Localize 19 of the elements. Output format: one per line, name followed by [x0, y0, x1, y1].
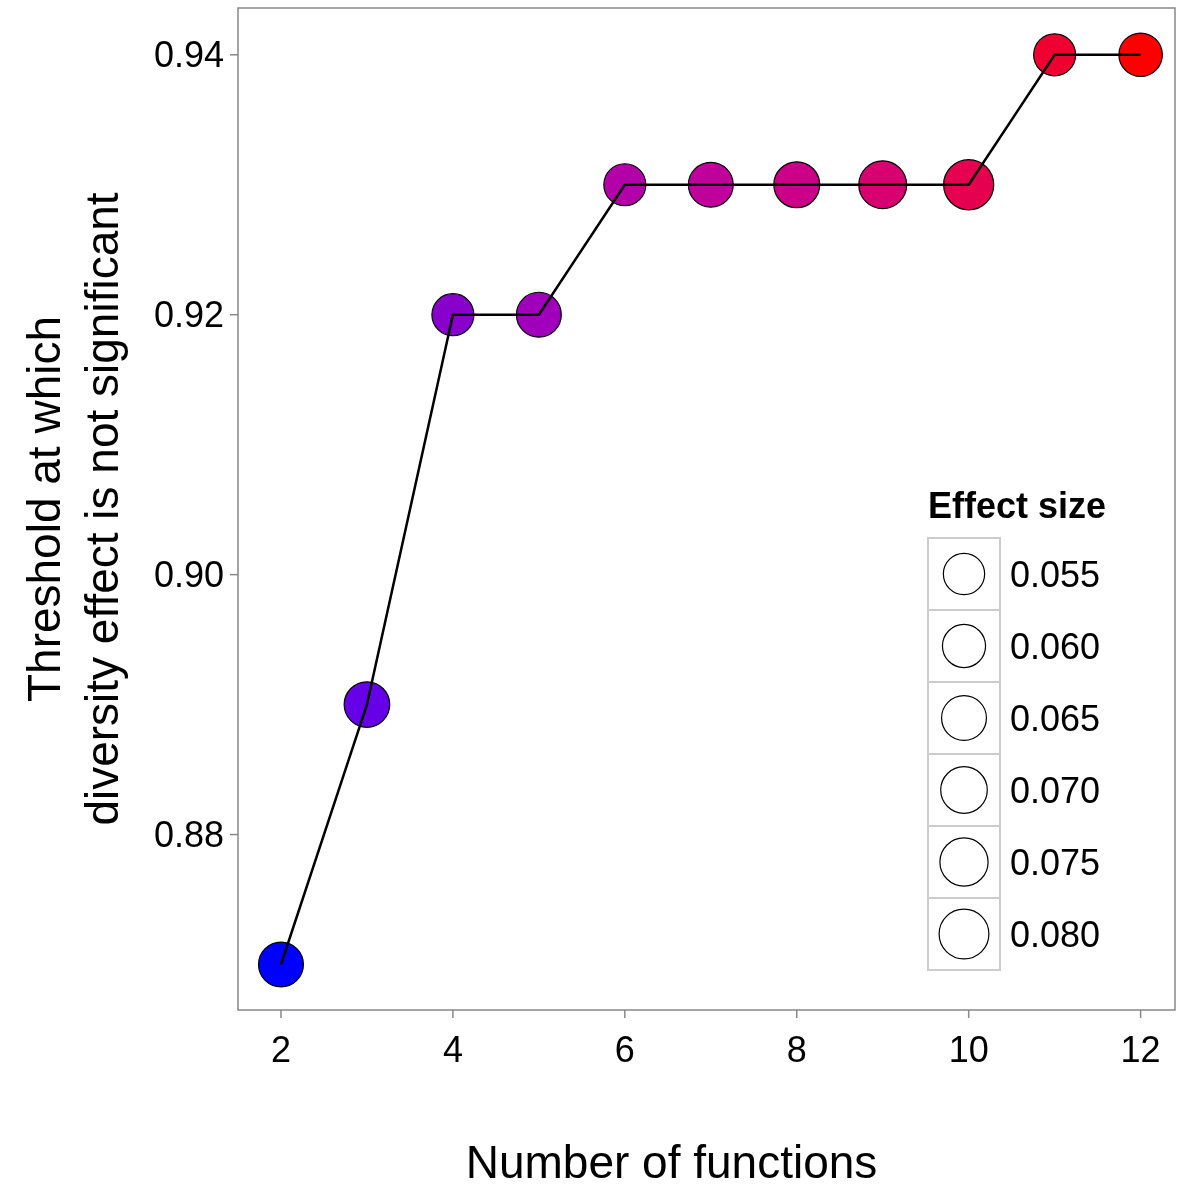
x-tick-label: 12 [1120, 1029, 1161, 1070]
x-tick-label: 6 [614, 1029, 635, 1070]
x-axis-title: Number of functions [465, 1136, 878, 1187]
legend-label: 0.080 [1010, 914, 1101, 955]
x-tick-label: 10 [948, 1029, 989, 1070]
y-tick-label: 0.88 [153, 813, 224, 855]
legend-label: 0.065 [1010, 698, 1101, 739]
legend-label: 0.055 [1010, 554, 1101, 595]
legend-label: 0.060 [1010, 626, 1101, 667]
y-tick-label: 0.90 [153, 553, 224, 595]
legend-label: 0.075 [1010, 842, 1101, 883]
x-tick-label: 8 [786, 1029, 807, 1070]
x-tick-label: 2 [270, 1029, 291, 1070]
y-tick-label: 0.94 [153, 33, 224, 75]
legend-title: Effect size [928, 485, 1107, 526]
x-tick-label: 4 [442, 1029, 463, 1070]
y-tick-label: 0.92 [153, 293, 224, 335]
legend-label: 0.070 [1010, 770, 1101, 811]
y-axis-title: Threshold at which diversity effect is not significant [18, 192, 128, 826]
